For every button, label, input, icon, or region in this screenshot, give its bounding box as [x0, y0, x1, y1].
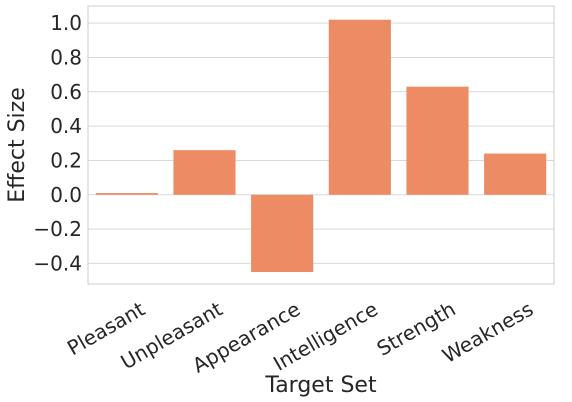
- bar-unpleasant: [173, 150, 236, 195]
- y-axis-label: Effect Size: [5, 87, 30, 202]
- y-tick-label: 1.0: [50, 11, 82, 35]
- bar-intelligence: [328, 19, 391, 195]
- bar-pleasant: [95, 193, 158, 195]
- y-tick-labels: −0.4 −0.2 0.0 0.2 0.4 0.6 0.8 1.0: [33, 11, 82, 275]
- y-tick-label: 0.4: [50, 114, 82, 138]
- bars: [95, 19, 547, 272]
- y-tick-label: −0.4: [33, 251, 82, 275]
- y-tick-label: 0.8: [50, 45, 82, 69]
- bar-appearance: [251, 194, 314, 272]
- y-tick-label: 0.2: [50, 148, 82, 172]
- bar-strength: [406, 86, 469, 195]
- x-tick-labels: PleasantUnpleasantAppearanceIntelligence…: [63, 297, 537, 378]
- x-axis-label: Target Set: [264, 373, 377, 398]
- grid-lines: [88, 22, 554, 264]
- y-tick-label: 0.0: [50, 183, 82, 207]
- y-tick-label: −0.2: [33, 217, 82, 241]
- y-tick-label: 0.6: [50, 80, 82, 104]
- bar-weakness: [484, 153, 547, 195]
- plot-area-frame: [87, 5, 555, 285]
